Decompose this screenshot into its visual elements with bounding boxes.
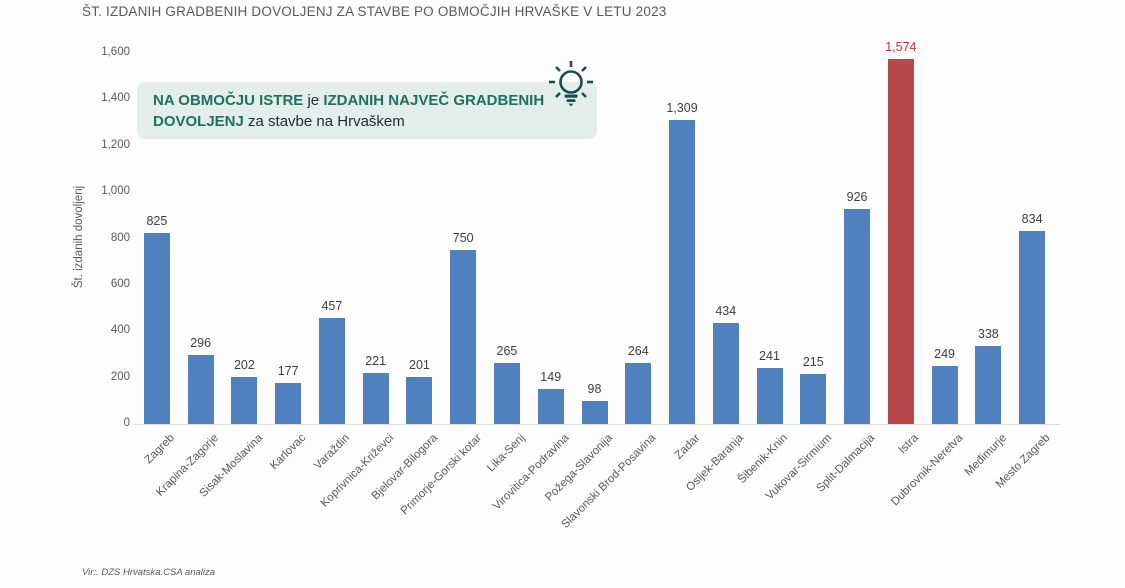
source-note: Vir:. DZS Hrvatska.CSA analiza bbox=[82, 567, 216, 578]
bar bbox=[450, 250, 477, 424]
x-tick-label: Međimurje bbox=[962, 432, 1009, 479]
bar-value-label: 201 bbox=[409, 358, 430, 373]
bar bbox=[1019, 230, 1046, 424]
y-tick-label: 1,600 bbox=[101, 46, 130, 58]
bar-value-label: 825 bbox=[146, 213, 168, 228]
insight-highlight-2: IZDANIH NAJVEČ GRADBENIH DOVOLJENJ bbox=[153, 92, 545, 130]
bar bbox=[362, 372, 389, 424]
bar bbox=[318, 318, 345, 424]
y-tick-label: 1,400 bbox=[101, 92, 130, 105]
insight-highlight-1: NA OBMOČJU ISTRE bbox=[153, 92, 304, 109]
x-tick-label: Lika-Senj bbox=[485, 432, 528, 475]
bar-value-label: 265 bbox=[496, 343, 518, 358]
bar-value-label: 434 bbox=[715, 304, 737, 319]
bar bbox=[931, 366, 958, 424]
bar-value-label: 296 bbox=[190, 336, 212, 351]
x-tick-label: Primorje-Gorski kotar bbox=[398, 432, 484, 518]
bar bbox=[887, 59, 914, 424]
bar-value-label: 221 bbox=[365, 353, 387, 368]
x-tick-label: Zadar bbox=[672, 432, 703, 462]
bar bbox=[975, 345, 1002, 424]
x-tick-label: Varaždin bbox=[312, 432, 353, 472]
bar bbox=[581, 401, 608, 424]
bar-value-label: 1,574 bbox=[885, 40, 917, 55]
bar-value-label: 249 bbox=[934, 347, 956, 362]
bar-value-label: 202 bbox=[233, 358, 255, 373]
insight-callout: NA OBMOČJU ISTRE je IZDANIH NAJVEČ GRADB… bbox=[137, 82, 597, 139]
insight-regular-1: je bbox=[303, 92, 324, 109]
bar bbox=[143, 232, 170, 424]
bar bbox=[712, 323, 739, 424]
x-tick-label: Slavonski Brod-Posavina bbox=[559, 432, 659, 531]
bar bbox=[669, 120, 696, 424]
x-tick-label: Virovitica-Podravina bbox=[490, 432, 572, 513]
bar-value-label: 149 bbox=[540, 370, 562, 385]
y-tick-label: 1,200 bbox=[101, 138, 130, 151]
bar-value-label: 834 bbox=[1021, 211, 1043, 226]
bar-value-label: 926 bbox=[846, 190, 868, 205]
x-tick-label: Zagreb bbox=[143, 432, 178, 467]
bar-value-label: 264 bbox=[627, 343, 649, 358]
bar-value-label: 338 bbox=[977, 326, 999, 341]
bar bbox=[625, 362, 652, 424]
bar bbox=[844, 209, 871, 424]
y-tick-label: 400 bbox=[110, 324, 130, 337]
x-tick-label: Karlovac bbox=[268, 432, 309, 473]
bar bbox=[493, 362, 520, 424]
bar-value-label: 241 bbox=[759, 349, 780, 364]
bar-value-label: 1,309 bbox=[666, 101, 698, 116]
bar bbox=[800, 374, 827, 424]
bar-value-label: 215 bbox=[802, 355, 824, 370]
bar bbox=[406, 377, 433, 424]
insight-text: NA OBMOČJU ISTRE je IZDANIH NAJVEČ GRADB… bbox=[153, 90, 581, 132]
bar-value-label: 750 bbox=[452, 231, 474, 246]
insight-regular-2: za stavbe na Hrvaškem bbox=[243, 113, 405, 130]
bar bbox=[187, 355, 214, 424]
chart-title: ŠT. IZDANIH GRADBENIH DOVOLJENJ ZA STAVB… bbox=[82, 4, 667, 19]
x-axis-line bbox=[133, 424, 1060, 425]
y-tick-label: 1,000 bbox=[101, 185, 130, 198]
y-tick-label: 200 bbox=[110, 370, 130, 383]
x-tick-label: Istra bbox=[897, 432, 922, 457]
bar-value-label: 98 bbox=[587, 382, 602, 397]
y-tick-label: 0 bbox=[123, 417, 130, 429]
bar-value-label: 457 bbox=[321, 299, 343, 314]
y-tick-label: 800 bbox=[110, 231, 130, 244]
bar bbox=[537, 389, 564, 424]
bar-value-label: 177 bbox=[277, 363, 299, 378]
lightbulb-icon bbox=[549, 61, 593, 107]
bar bbox=[756, 368, 783, 424]
bar bbox=[275, 382, 302, 424]
bar bbox=[231, 377, 258, 424]
y-tick-label: 600 bbox=[110, 277, 130, 290]
